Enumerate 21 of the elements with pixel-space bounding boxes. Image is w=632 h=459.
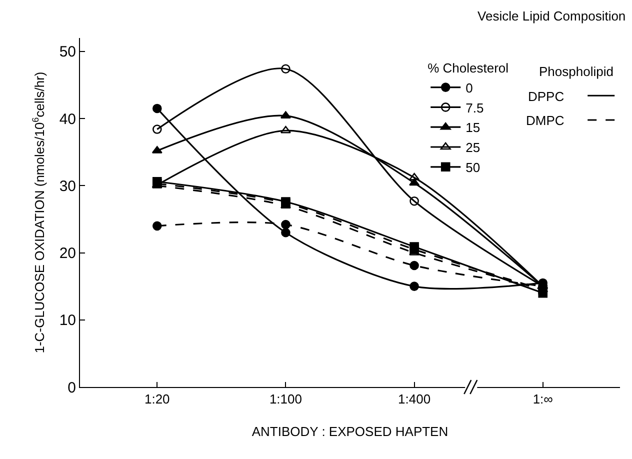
chart-title: Vesicle Lipid Composition [478, 8, 626, 24]
legend-label: 7.5 [466, 100, 484, 116]
x-axis-title: ANTIBODY : EXPOSED HAPTEN [252, 424, 448, 439]
legend-label: 25 [466, 140, 480, 156]
legend-label: 0 [466, 80, 473, 96]
legend-label: 50 [466, 160, 480, 175]
legend-label: 15 [466, 120, 480, 136]
y-tick-label: 30 [59, 178, 76, 195]
x-tick-label: 1:400 [398, 392, 431, 407]
y-tick-label: 20 [59, 245, 76, 262]
x-tick-label: 1:∞ [532, 392, 553, 407]
y-tick-label: 10 [59, 312, 76, 330]
x-tick-label: 1:20 [144, 392, 170, 407]
annotation: Phospholipid [539, 64, 614, 79]
annotation: DMPC [526, 113, 564, 128]
annotation: DPPC [528, 89, 564, 104]
y-tick-label: 0 [68, 379, 76, 396]
x-tick-label: 1:100 [269, 392, 302, 407]
y-tick-label: 40 [59, 110, 76, 128]
y-tick-label: 50 [59, 44, 76, 61]
legend-title: % Cholesterol [428, 60, 509, 76]
